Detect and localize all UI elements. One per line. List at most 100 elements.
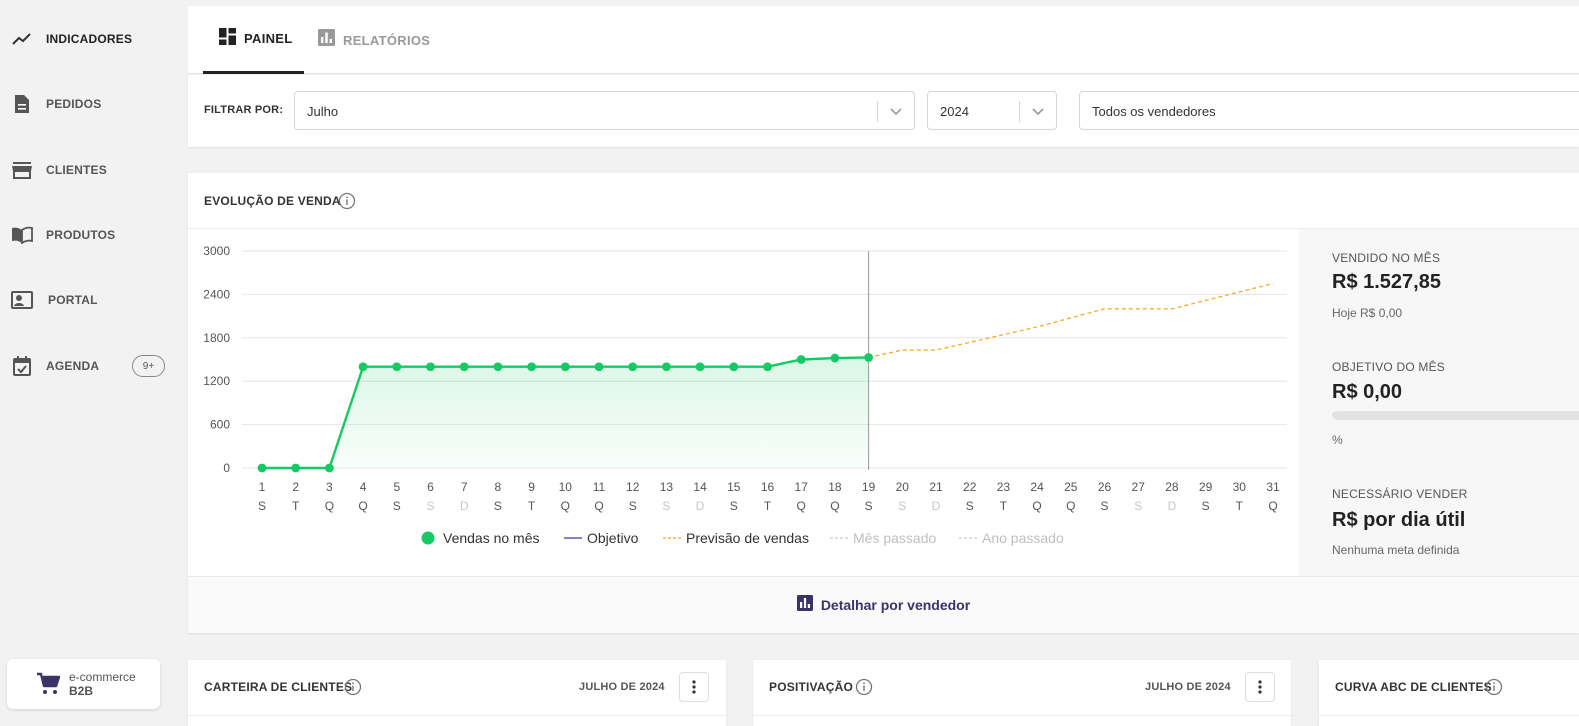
tabs-panel: PAINEL RELATÓRIOS [188, 6, 1579, 74]
info-icon[interactable] [338, 192, 356, 215]
x-tick-weekday: S [865, 499, 873, 513]
trend-line-icon [11, 28, 33, 50]
today-value: Hoje R$ 0,00 [1332, 306, 1403, 320]
x-tick-weekday: T [1236, 499, 1244, 513]
chevron-down-icon [889, 104, 903, 123]
x-tick-weekday: Q [830, 499, 839, 513]
sales-area [262, 357, 869, 468]
card-title: CURVA ABC DE CLIENTES [1335, 680, 1492, 694]
sidebar-item-produtos[interactable]: PRODUTOS [0, 220, 180, 250]
store-icon [11, 159, 33, 181]
detail-by-seller-button[interactable]: Detalhar por vendedor [188, 576, 1579, 633]
sales-point [796, 355, 806, 364]
tab-relatorios[interactable]: RELATÓRIOS [318, 6, 438, 74]
sidebar-item-label: AGENDA [46, 359, 100, 373]
ecommerce-sublabel: B2B [69, 684, 94, 698]
sidebar-item-label: PRODUTOS [46, 228, 116, 242]
y-tick-label: 3000 [203, 244, 230, 258]
sidebar-item-clientes[interactable]: CLIENTES [0, 155, 180, 185]
sidebar-item-indicadores[interactable]: INDICADORES [0, 24, 180, 54]
x-tick-weekday: Q [358, 499, 367, 513]
x-tick-day: 30 [1233, 480, 1247, 494]
x-tick-day: 19 [862, 480, 876, 494]
x-tick-day: 25 [1064, 480, 1078, 494]
y-tick-label: 1800 [203, 331, 230, 345]
divider [188, 715, 726, 716]
x-tick-day: 31 [1266, 480, 1280, 494]
sidebar-item-portal[interactable]: PORTAL [0, 285, 180, 315]
divider [188, 228, 1579, 229]
x-tick-weekday: T [292, 499, 300, 513]
need-label: NECESSÁRIO VENDER [1332, 487, 1468, 501]
x-tick-weekday: S [629, 499, 637, 513]
x-tick-day: 4 [360, 480, 367, 494]
stats-sidebar: VENDIDO NO MÊS R$ 1.527,85 Hoje R$ 0,00 … [1299, 229, 1579, 576]
x-tick-day: 10 [559, 480, 573, 494]
tab-label: RELATÓRIOS [343, 32, 431, 48]
x-tick-weekday: D [696, 499, 705, 513]
document-icon [11, 93, 33, 115]
kebab-menu-icon [692, 680, 696, 694]
abc-curve-card: CURVA ABC DE CLIENTES [1319, 660, 1579, 726]
x-tick-weekday: S [1134, 499, 1142, 513]
x-tick-weekday: Q [1032, 499, 1041, 513]
forecast-line [868, 282, 1274, 359]
x-tick-weekday: S [426, 499, 434, 513]
goal-value: R$ 0,00 [1332, 381, 1403, 403]
sold-label: VENDIDO NO MÊS [1332, 251, 1441, 265]
card-date: JULHO DE 2024 [579, 681, 665, 693]
x-tick-day: 6 [427, 480, 434, 494]
x-tick-day: 26 [1098, 480, 1112, 494]
x-tick-weekday: T [528, 499, 536, 513]
x-tick-weekday: S [494, 499, 502, 513]
sidebar-item-label: INDICADORES [46, 32, 133, 46]
detail-by-seller-label: Detalhar por vendedor [820, 597, 971, 613]
x-tick-weekday: D [932, 499, 941, 513]
month-select[interactable]: Julho [294, 91, 915, 130]
seller-select[interactable]: Todos os vendedores [1079, 91, 1579, 130]
sales-point [291, 463, 301, 473]
more-options-button[interactable] [679, 672, 709, 702]
ecommerce-b2b-button[interactable]: e-commerce B2B [7, 659, 160, 709]
tab-painel[interactable]: PAINEL [203, 6, 304, 74]
sidebar-item-label: PEDIDOS [46, 97, 102, 111]
sales-point [527, 362, 536, 372]
sales-point [257, 463, 267, 473]
seller-value: Todos os vendedores [1092, 104, 1216, 119]
select-divider [1019, 101, 1020, 122]
card-title: POSITIVAÇÃO [769, 680, 853, 694]
sales-point [560, 362, 570, 372]
sales-point [695, 362, 705, 372]
sidebar-item-agenda[interactable]: AGENDA 9+ [0, 351, 180, 381]
x-tick-weekday: S [1100, 499, 1108, 513]
ecommerce-label: e-commerce [69, 670, 136, 684]
sales-point [325, 463, 334, 473]
info-icon[interactable] [344, 678, 362, 701]
sales-point [763, 362, 772, 372]
more-options-button[interactable] [1245, 672, 1275, 702]
x-tick-day: 17 [795, 480, 809, 494]
sidebar-item-label: CLIENTES [46, 163, 107, 177]
x-tick-weekday: Q [594, 499, 603, 513]
info-icon[interactable] [1485, 678, 1503, 701]
bar-chart-icon [318, 29, 335, 51]
x-tick-day: 16 [761, 480, 775, 494]
tab-label: PAINEL [244, 31, 293, 46]
legend-marker [421, 531, 435, 545]
x-tick-day: 5 [393, 480, 400, 494]
x-tick-day: 20 [896, 480, 910, 494]
x-tick-weekday: Q [561, 499, 570, 513]
x-tick-weekday: Q [1268, 499, 1277, 513]
sidebar: INDICADORES PEDIDOS CLIENTES PRODUTOS PO… [0, 0, 180, 726]
x-tick-day: 22 [963, 480, 977, 494]
legend-label: Previsão de vendas [686, 530, 809, 546]
year-select[interactable]: 2024 [927, 91, 1057, 130]
info-icon[interactable] [855, 678, 873, 701]
sales-point [392, 362, 402, 372]
sales-point [459, 362, 469, 372]
card-title: CARTEIRA DE CLIENTES [204, 680, 353, 694]
sales-point [426, 362, 435, 372]
notification-badge: 9+ [132, 355, 165, 377]
sales-point [594, 362, 604, 372]
sidebar-item-pedidos[interactable]: PEDIDOS [0, 89, 180, 119]
